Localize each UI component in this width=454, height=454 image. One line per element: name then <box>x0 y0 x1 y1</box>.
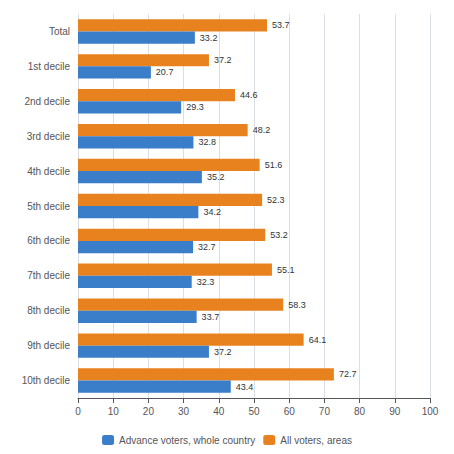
svg-text:10th decile: 10th decile <box>22 375 71 386</box>
svg-text:6th decile: 6th decile <box>27 235 70 246</box>
svg-text:50: 50 <box>248 406 260 417</box>
svg-text:34.2: 34.2 <box>203 207 221 217</box>
svg-text:3rd decile: 3rd decile <box>27 131 71 142</box>
svg-text:37.2: 37.2 <box>214 55 232 65</box>
svg-text:7th decile: 7th decile <box>27 270 70 281</box>
svg-text:72.7: 72.7 <box>339 369 357 379</box>
svg-text:20: 20 <box>143 406 155 417</box>
svg-text:32.7: 32.7 <box>198 242 216 252</box>
svg-text:43.4: 43.4 <box>236 382 254 392</box>
svg-text:2nd decile: 2nd decile <box>24 96 70 107</box>
svg-text:32.3: 32.3 <box>197 277 215 287</box>
svg-text:33.7: 33.7 <box>202 312 220 322</box>
svg-text:40: 40 <box>213 406 225 417</box>
svg-text:51.6: 51.6 <box>265 160 283 170</box>
svg-text:9th decile: 9th decile <box>27 340 70 351</box>
svg-text:100: 100 <box>422 406 439 417</box>
svg-text:70: 70 <box>319 406 331 417</box>
svg-text:5th decile: 5th decile <box>27 201 70 212</box>
svg-text:60: 60 <box>284 406 296 417</box>
svg-text:53.7: 53.7 <box>272 20 290 30</box>
svg-text:80: 80 <box>354 406 366 417</box>
svg-text:All voters, areas: All voters, areas <box>280 435 352 446</box>
svg-text:52.3: 52.3 <box>267 195 285 205</box>
svg-text:33.2: 33.2 <box>200 33 218 43</box>
svg-text:Advance voters, whole country: Advance voters, whole country <box>119 435 255 446</box>
svg-text:1st decile: 1st decile <box>28 61 71 72</box>
svg-text:53.2: 53.2 <box>270 230 288 240</box>
svg-text:32.8: 32.8 <box>198 137 216 147</box>
svg-text:64.1: 64.1 <box>309 335 327 345</box>
svg-text:Total: Total <box>49 26 70 37</box>
svg-text:4th decile: 4th decile <box>27 166 70 177</box>
svg-text:35.2: 35.2 <box>207 172 225 182</box>
svg-text:37.2: 37.2 <box>214 347 232 357</box>
svg-text:10: 10 <box>108 406 120 417</box>
svg-text:90: 90 <box>389 406 401 417</box>
svg-text:55.1: 55.1 <box>277 265 295 275</box>
svg-text:0: 0 <box>75 406 81 417</box>
svg-text:29.3: 29.3 <box>186 102 204 112</box>
svg-text:48.2: 48.2 <box>253 125 271 135</box>
svg-text:20.7: 20.7 <box>156 67 174 77</box>
svg-text:8th decile: 8th decile <box>27 305 70 316</box>
svg-text:44.6: 44.6 <box>240 90 258 100</box>
svg-text:58.3: 58.3 <box>288 300 306 310</box>
svg-text:30: 30 <box>178 406 190 417</box>
